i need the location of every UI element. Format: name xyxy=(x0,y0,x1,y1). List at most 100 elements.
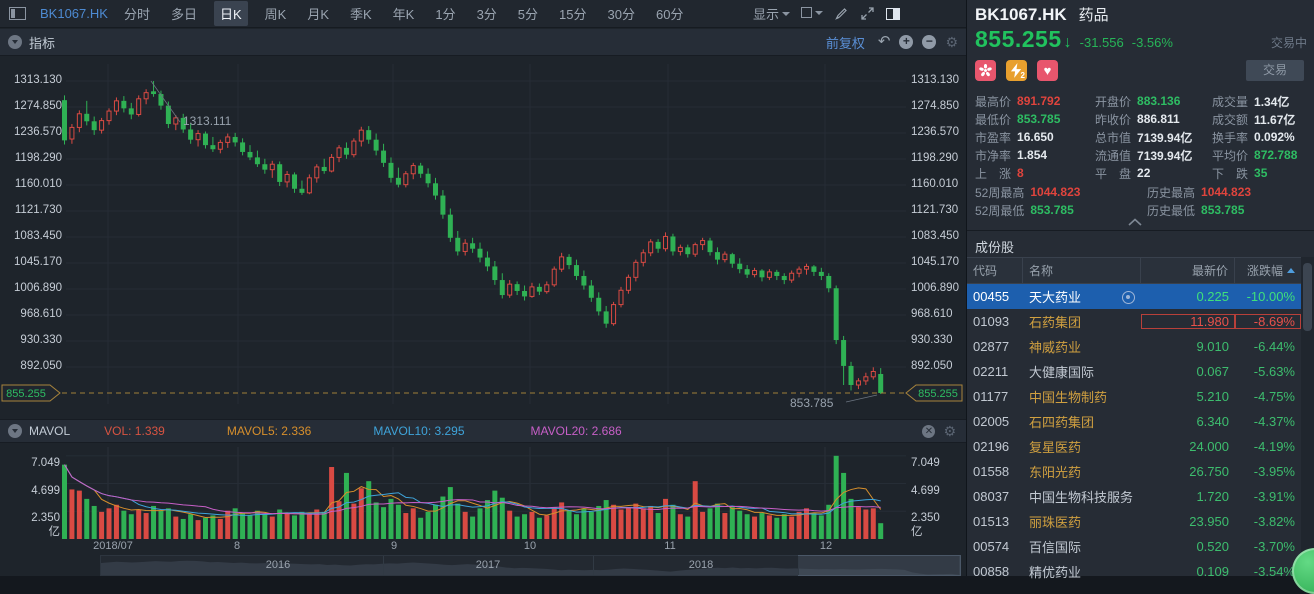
stat-value: 11.67亿 xyxy=(1254,112,1296,127)
right-panel-toggle-icon[interactable] xyxy=(886,7,900,20)
table-row-00574[interactable]: 00574 百信国际 0.520 -3.70% xyxy=(967,534,1301,559)
price-tick-left: 1236.570 xyxy=(14,126,62,138)
stat-成交量: 成交量 1.34亿 xyxy=(1212,92,1310,110)
tab-period-15分[interactable]: 15分 xyxy=(559,7,587,22)
volume-indicator-name[interactable]: MAVOL xyxy=(29,424,71,438)
close-volume-icon[interactable]: ✕ xyxy=(922,424,936,438)
toolbar-symbol[interactable]: BK1067.HK xyxy=(40,6,108,21)
cell-price: 0.067 xyxy=(1196,364,1229,379)
volume-chart[interactable]: 7.049 7.049 4.699 4.699 2.350 2.350 亿亿 xyxy=(0,443,966,540)
scrollbar-thumb[interactable] xyxy=(1303,263,1312,331)
chevron-down-icon xyxy=(782,12,790,17)
price-tick-right: 1160.010 xyxy=(911,178,959,190)
cell-pct: -4.19% xyxy=(1253,439,1295,454)
table-row-01093[interactable]: 01093 石药集团 11.980 -8.69% xyxy=(967,309,1301,334)
range-selection-handle[interactable] xyxy=(798,555,961,576)
tab-period-季K[interactable]: 季K xyxy=(349,7,372,22)
tab-period-多日[interactable]: 多日 xyxy=(170,7,197,22)
stat-label: 市净率 xyxy=(975,148,1012,163)
cell-pct: -6.44% xyxy=(1253,339,1295,354)
table-row-02877[interactable]: 02877 神威药业 9.010 -6.44% xyxy=(967,334,1301,359)
table-row-01513[interactable]: 01513 丽珠医药 23.950 -3.82% xyxy=(967,509,1301,534)
cell-pct: -3.54% xyxy=(1253,564,1295,579)
tab-period-1分[interactable]: 1分 xyxy=(435,7,456,22)
favorite-heart-icon[interactable]: ♥ xyxy=(1037,60,1058,81)
date-range-slider[interactable]: 2016 2017 2018 xyxy=(100,555,961,576)
chart-style-dropdown[interactable] xyxy=(801,5,823,23)
price-change: -31.556 xyxy=(1079,35,1124,50)
col-header-price[interactable]: 最新价 xyxy=(1141,258,1235,283)
table-row-02196[interactable]: 02196 复星医药 24.000 -4.19% xyxy=(967,434,1301,459)
price-tick-left: 1274.850 xyxy=(14,100,62,112)
table-row-02005[interactable]: 02005 石四药集团 6.340 -4.37% xyxy=(967,409,1301,434)
stat-value: 883.136 xyxy=(1137,94,1181,108)
tab-period-分时[interactable]: 分时 xyxy=(123,7,150,22)
stat-昨收价: 昨收价 886.811 xyxy=(1095,110,1212,128)
stat-换手率: 换手率 0.092% xyxy=(1212,128,1310,146)
table-row-01177[interactable]: 01177 中国生物制药 5.210 -4.75% xyxy=(967,384,1301,409)
cell-name: 中国生物科技服务 xyxy=(1029,490,1134,505)
price-tick-left: 1160.010 xyxy=(14,178,62,190)
adjust-mode-link[interactable]: 前复权 xyxy=(825,35,865,51)
low-annotation: 853.785 xyxy=(790,396,834,410)
volume-tick-right: 2.350 xyxy=(911,512,940,525)
price-tick-right: 1006.890 xyxy=(911,282,959,294)
table-row-01558[interactable]: 01558 东阳光药 26.750 -3.95% xyxy=(967,459,1301,484)
col-header-code[interactable]: 代码 xyxy=(967,258,1023,283)
trade-button[interactable]: 交易 xyxy=(1246,60,1304,81)
sidebar-toggle-icon[interactable] xyxy=(9,7,26,20)
col-header-pct[interactable]: 涨跌幅 xyxy=(1235,258,1301,283)
cell-price: 11.980 xyxy=(1141,314,1235,329)
stat-历史最低: 历史最低 853.785 xyxy=(1147,201,1310,219)
cell-name: 百信国际 xyxy=(1029,540,1082,555)
tab-period-5分[interactable]: 5分 xyxy=(517,7,539,22)
slider-separator xyxy=(383,556,384,575)
cell-code: 02211 xyxy=(973,364,1009,379)
tab-period-年K[interactable]: 年K xyxy=(392,7,415,22)
table-row-08037[interactable]: 08037 中国生物科技服务 1.720 -3.91% xyxy=(967,484,1301,509)
tab-period-3分[interactable]: 3分 xyxy=(476,7,497,22)
zoom-out-icon[interactable]: − xyxy=(922,35,937,49)
stat-平 盘: 平 盘 22 xyxy=(1095,164,1212,182)
table-row-00858[interactable]: 00858 精优药业 0.109 -3.54% xyxy=(967,559,1301,584)
mavol20-legend: MAVOL20: 2.686 xyxy=(530,424,622,438)
collapse-stats-chevron-icon[interactable] xyxy=(1127,218,1143,226)
toolbar-right-controls: 显示 xyxy=(753,4,966,24)
watch-eye-icon[interactable] xyxy=(1122,291,1135,304)
price-tick-right: 1198.290 xyxy=(911,152,959,164)
cell-price: 0.520 xyxy=(1196,539,1229,554)
draw-pen-icon[interactable] xyxy=(834,6,849,21)
fullscreen-icon[interactable] xyxy=(860,6,875,21)
current-price-tag-right: 855.255 xyxy=(918,388,958,400)
volume-settings-gear-icon[interactable]: ⚙ xyxy=(943,423,956,439)
cell-pct: -5.63% xyxy=(1253,364,1295,379)
chart-style-icon xyxy=(801,6,812,18)
undo-icon[interactable]: ↶ xyxy=(877,33,891,50)
indicator-label[interactable]: 指标 xyxy=(29,35,56,51)
tab-period-30分[interactable]: 30分 xyxy=(607,7,635,22)
volume-collapse-icon[interactable] xyxy=(8,424,22,438)
candlestick-chart[interactable]: 855.255 855.255 1313.130 1313.130 1274.850 1… xyxy=(0,56,966,419)
zoom-in-icon[interactable]: + xyxy=(899,35,914,49)
sort-asc-icon xyxy=(1287,268,1295,273)
chart-settings-gear-icon[interactable]: ⚙ xyxy=(945,34,958,50)
table-scrollbar[interactable] xyxy=(1301,257,1314,576)
stat-市盈率: 市盈率 16.650 xyxy=(975,128,1095,146)
cell-code: 00858 xyxy=(973,564,1010,579)
volume-tick-right: 4.699 xyxy=(911,484,940,497)
tab-period-月K[interactable]: 月K xyxy=(307,7,329,22)
time-axis: 2018/07 8 9 10 11 12 xyxy=(0,540,966,554)
table-row-02211[interactable]: 02211 大健康国际 0.067 -5.63% xyxy=(967,359,1301,384)
stat-label: 最低价 xyxy=(975,112,1012,127)
tab-period-周K[interactable]: 周K xyxy=(264,7,287,22)
display-dropdown[interactable]: 显示 xyxy=(753,4,790,24)
cell-code: 00455 xyxy=(973,289,1010,304)
tab-period-60分[interactable]: 60分 xyxy=(655,7,684,22)
table-row-00455[interactable]: 00455 天大药业 0.225 -10.00% xyxy=(967,284,1301,309)
quote-stats-grid: 最高价 891.792 开盘价 883.136 成交量 1.34亿 最低价 853.785 昨收… xyxy=(975,92,1310,182)
divider xyxy=(967,230,1314,231)
indicator-collapse-icon[interactable] xyxy=(8,35,22,49)
tab-period-日K[interactable]: 日K xyxy=(213,1,248,26)
stat-流通值: 流通值 7139.94亿 xyxy=(1095,146,1212,164)
col-header-name[interactable]: 名称 xyxy=(1023,258,1141,283)
